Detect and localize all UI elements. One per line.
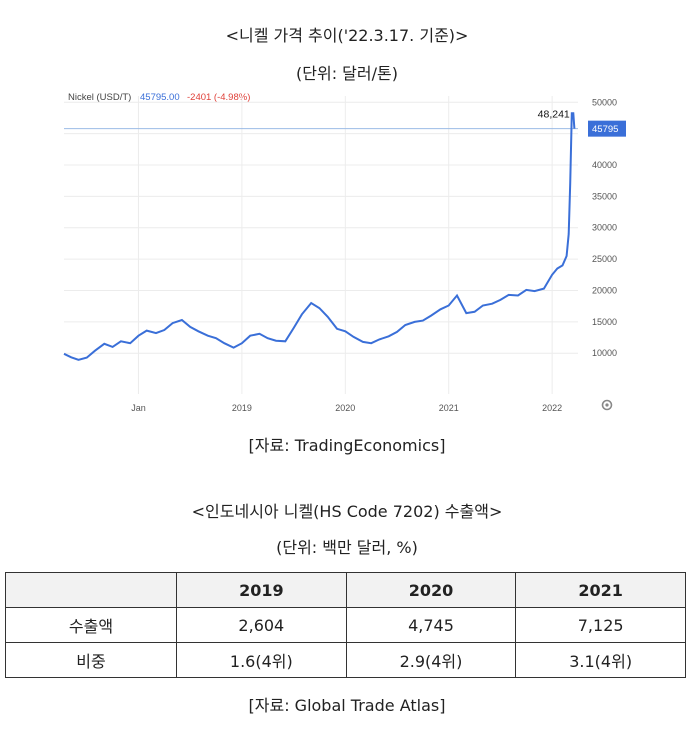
y-tick-label: 15000: [592, 317, 617, 327]
x-axis: Jan 2019 2020 2021 2022: [131, 403, 562, 413]
nickel-price-chart: Nickel (USD/T) 45795.00 -2401 (-4.98%) 1…: [63, 92, 626, 413]
table-row: 비중 1.6(4위) 2.9(4위) 3.1(4위): [5, 642, 686, 678]
y-tick-label: 20000: [592, 285, 617, 295]
table-cell: 7,125: [515, 607, 686, 643]
table-header-2019: 2019: [176, 572, 347, 608]
table-header-row: 2019 2020 2021: [5, 572, 686, 608]
chart-title: <니켈 가격 추이('22.3.17. 기준)>: [225, 26, 469, 45]
y-tick-label: 50000: [592, 97, 617, 107]
x-tick-label: 2020: [335, 403, 355, 413]
settings-gear-icon[interactable]: [601, 399, 613, 411]
grid: [64, 96, 578, 394]
table-unit: (단위: 백만 달러, %): [276, 538, 418, 557]
y-tick-label: 40000: [592, 160, 617, 170]
legend-last-value: 45795.00: [140, 92, 180, 103]
current-price-tag: [588, 120, 626, 137]
table-cell: 2,604: [176, 607, 347, 643]
table-header-corner: [5, 572, 177, 608]
x-tick-label: 2019: [232, 403, 252, 413]
y-tick-label: 10000: [592, 348, 617, 358]
row-label: 수출액: [5, 607, 177, 643]
peak-label: 48,241: [538, 108, 570, 120]
x-tick-label: Jan: [131, 403, 146, 413]
export-table: 2019 2020 2021 수출액 2,604 4,745 7,125 비중 …: [5, 572, 686, 678]
table-cell: 3.1(4위): [515, 642, 686, 678]
chart-source: [자료: TradingEconomics]: [248, 436, 446, 455]
table-row: 수출액 2,604 4,745 7,125: [5, 607, 686, 643]
x-tick-label: 2022: [542, 403, 562, 413]
table-header-2020: 2020: [345, 572, 517, 608]
y-tick-label: 25000: [592, 254, 617, 264]
legend-series-label: Nickel (USD/T): [68, 92, 131, 103]
table-title: <인도네시아 니켈(HS Code 7202) 수출액>: [191, 502, 503, 521]
table-cell: 4,745: [345, 607, 517, 643]
x-tick-label: 2021: [439, 403, 459, 413]
legend-change: -2401 (-4.98%): [187, 92, 250, 103]
row-label: 비중: [5, 642, 177, 678]
y-tick-label: 35000: [592, 191, 617, 201]
table-header-2021: 2021: [515, 572, 686, 608]
nickel-price-series: [63, 112, 576, 361]
table-cell: 1.6(4위): [176, 642, 347, 678]
table-source: [자료: Global Trade Atlas]: [248, 696, 446, 715]
table-cell: 2.9(4위): [345, 642, 517, 678]
current-price-tag-label: 45795: [592, 124, 618, 135]
chart-unit: (단위: 달러/톤): [296, 64, 398, 83]
y-tick-label: 30000: [592, 223, 617, 233]
